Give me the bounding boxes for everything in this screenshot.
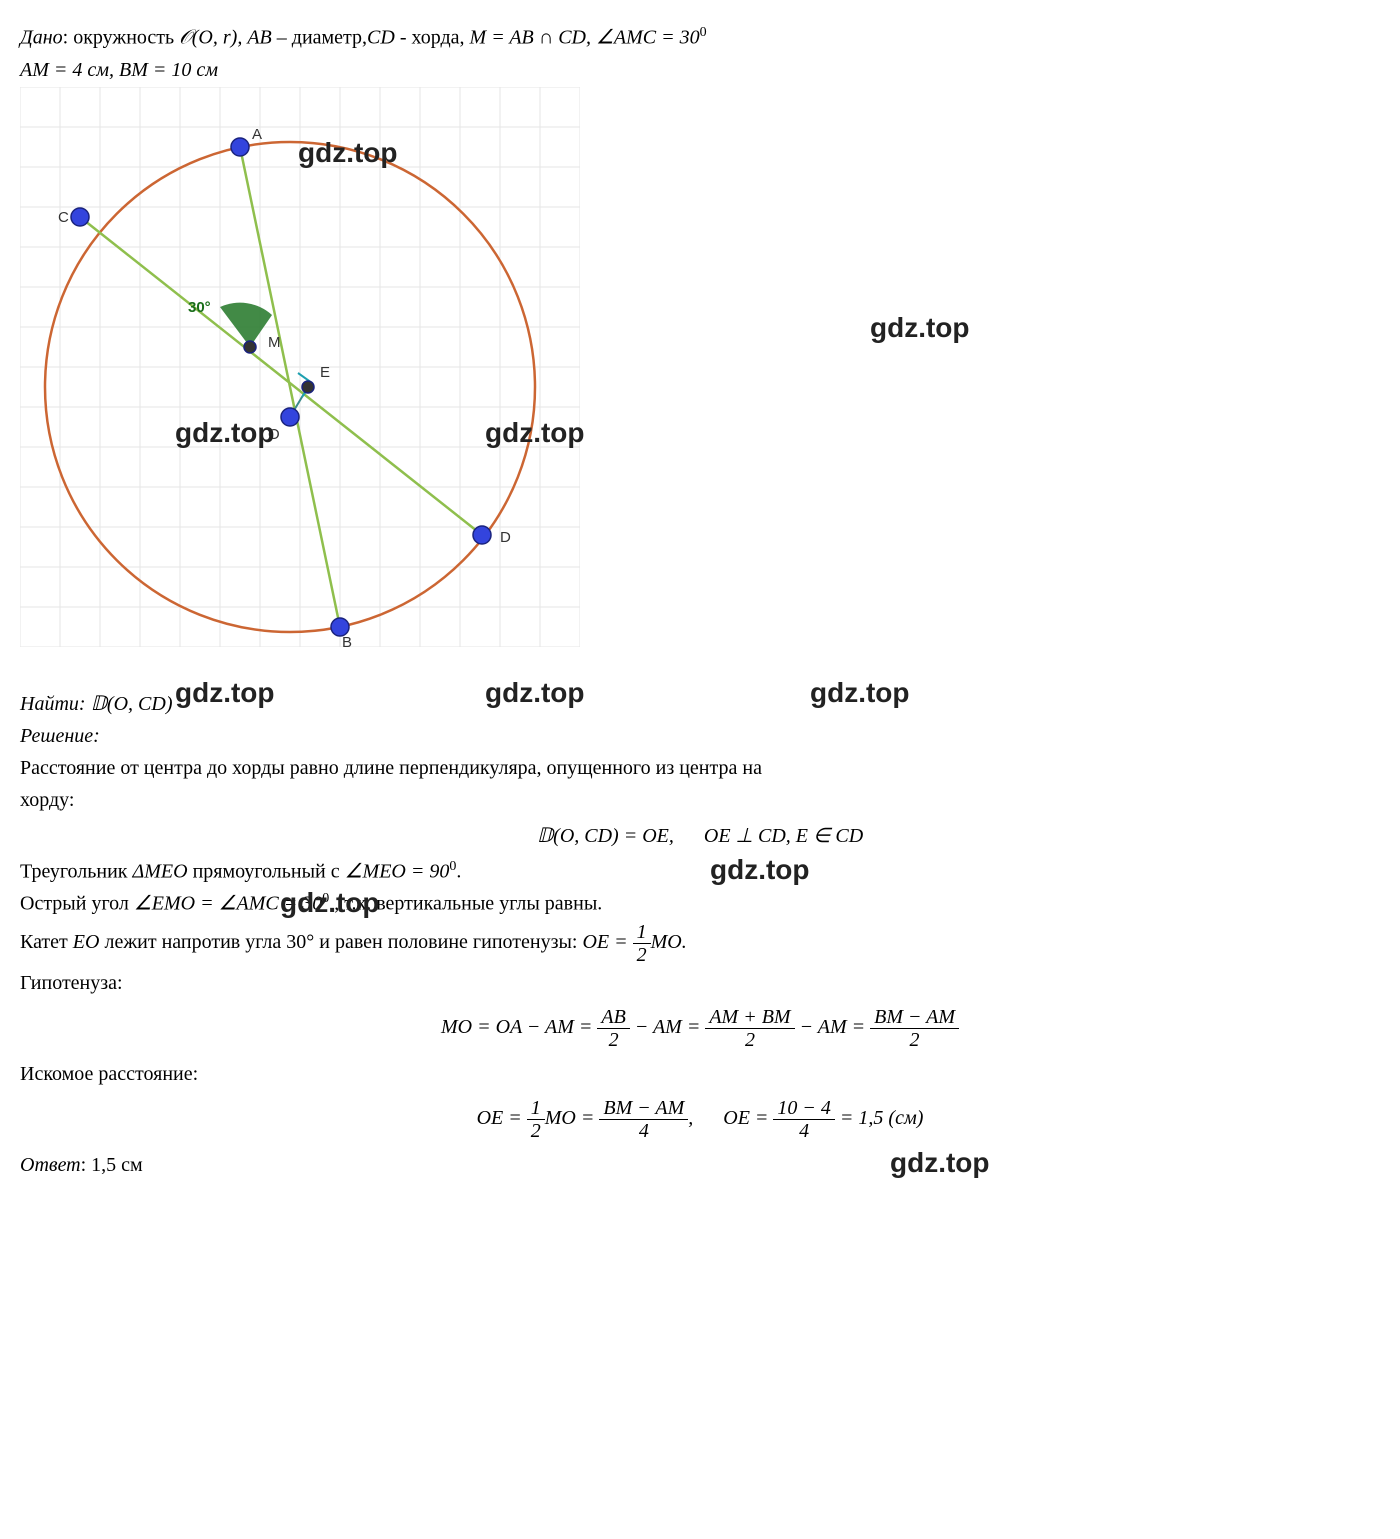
frac: AM + BM2 <box>705 1006 794 1051</box>
t: − AM = <box>795 1016 871 1038</box>
frac: 12 <box>633 921 651 966</box>
num: 1 <box>527 1097 545 1120</box>
find-label: Найти <box>20 693 79 715</box>
t: : окружность <box>63 27 180 49</box>
frac: 10 − 44 <box>773 1097 835 1142</box>
svg-text:B: B <box>342 634 352 647</box>
num: AB <box>597 1006 629 1029</box>
num: 10 − 4 <box>773 1097 835 1120</box>
given-line-2: AM = 4 см, BM = 10 см <box>20 55 1380 85</box>
expr: ΔMEO <box>133 860 188 882</box>
eq1-left: 𝔻(O, CD) = OE, <box>537 825 674 847</box>
eq-3: OE = 12MO = BM − AM4, OE = 10 − 44 = 1,5… <box>20 1097 1380 1142</box>
expr: ∠MEO = 90 <box>345 860 450 882</box>
comma: , <box>688 1107 693 1129</box>
sol-1a: Расстояние от центра до хорды равно длин… <box>20 753 1380 783</box>
t: Катет <box>20 931 73 953</box>
answer-text: : 1,5 см <box>81 1154 143 1176</box>
expr: M = AB ∩ CD, ∠AMC = 30 <box>470 27 700 49</box>
solution-label: Решение: <box>20 721 1380 751</box>
t: прямоугольный с <box>188 860 345 882</box>
den: 2 <box>527 1120 545 1142</box>
watermark: gdz.top <box>870 312 970 344</box>
given-label: Дано <box>20 27 63 49</box>
sol-1b: хорду: <box>20 785 1380 815</box>
num: 1 <box>633 921 651 944</box>
num: BM − AM <box>870 1006 959 1029</box>
expr: OE = <box>582 931 632 953</box>
sol-2: Треугольник ΔMEO прямоугольный с ∠MEO = … <box>20 856 1380 887</box>
den: 2 <box>597 1029 629 1051</box>
t: , т.к. вертикальные углы равны. <box>329 893 602 915</box>
den: 4 <box>599 1120 688 1142</box>
t: MO = <box>545 1107 600 1129</box>
deg: 0 <box>700 25 707 40</box>
svg-text:A: A <box>252 126 262 143</box>
solution-body: gdz.topgdz.topgdz.top Найти: 𝔻(O, CD) Ре… <box>20 689 1380 1180</box>
svg-text:C: C <box>58 209 69 226</box>
sol-3: Острый угол ∠EMO = ∠AMC = 300 , т.к. вер… <box>20 888 1380 919</box>
answer-line: Ответ: 1,5 см <box>20 1150 1380 1180</box>
frac: BM − AM4 <box>599 1097 688 1142</box>
find-line: Найти: 𝔻(O, CD) <box>20 689 1380 719</box>
expr: MO. <box>651 931 687 953</box>
den: 2 <box>705 1029 794 1051</box>
expr: EO <box>73 931 100 953</box>
frac: AB2 <box>597 1006 629 1051</box>
svg-text:O: O <box>268 426 280 443</box>
lhs: OE = <box>477 1107 527 1129</box>
diagram-region: ACMEODB30° gdz.topgdz.topgdz.topgdz.topg… <box>20 87 1380 687</box>
svg-text:M: M <box>268 334 281 351</box>
eq-1: 𝔻(O, CD) = OE, OE ⊥ CD, E ∈ CD <box>20 823 1380 848</box>
geometry-diagram: A C M E O D B 30° <box>20 87 580 647</box>
expr: ∠EMO = ∠AMC = 30 <box>134 893 322 915</box>
eq1-right: OE ⊥ CD, E ∈ CD <box>704 825 863 847</box>
t: – диаметр, <box>272 27 367 49</box>
t: лежит напротив угла 30° и равен половине… <box>99 931 582 953</box>
den: 2 <box>870 1029 959 1051</box>
tail: = 1,5 (см) <box>835 1107 923 1129</box>
sol-5: Гипотенуза: <box>20 968 1380 998</box>
num: AM + BM <box>705 1006 794 1029</box>
t: - хорда, <box>395 27 470 49</box>
svg-text:E: E <box>320 364 330 381</box>
den: 4 <box>773 1120 835 1142</box>
rhs: OE = <box>723 1107 773 1129</box>
t: Острый угол <box>20 893 134 915</box>
frac: BM − AM2 <box>870 1006 959 1051</box>
den: 2 <box>633 944 651 966</box>
eq-2: MO = OA − AM = AB2 − AM = AM + BM2 − AM … <box>20 1006 1380 1051</box>
sol-6: Искомое расстояние: <box>20 1059 1380 1089</box>
svg-text:30°: 30° <box>188 299 211 316</box>
lhs: MO = OA − AM = <box>441 1016 597 1038</box>
t: . <box>456 860 461 882</box>
expr: 𝒪(O, r), AB <box>179 27 272 49</box>
answer-label: Ответ <box>20 1154 81 1176</box>
t: Треугольник <box>20 860 133 882</box>
frac: 12 <box>527 1097 545 1142</box>
svg-text:D: D <box>500 529 511 546</box>
t: − AM = <box>630 1016 706 1038</box>
num: BM − AM <box>599 1097 688 1120</box>
t: Решение <box>20 725 93 747</box>
given-line-1: Дано: окружность 𝒪(O, r), AB – диаметр,C… <box>20 22 1380 53</box>
sol-4: Катет EO лежит напротив угла 30° и равен… <box>20 921 1380 966</box>
expr: CD <box>367 27 395 49</box>
find-expr: : 𝔻(O, CD) <box>79 693 173 715</box>
